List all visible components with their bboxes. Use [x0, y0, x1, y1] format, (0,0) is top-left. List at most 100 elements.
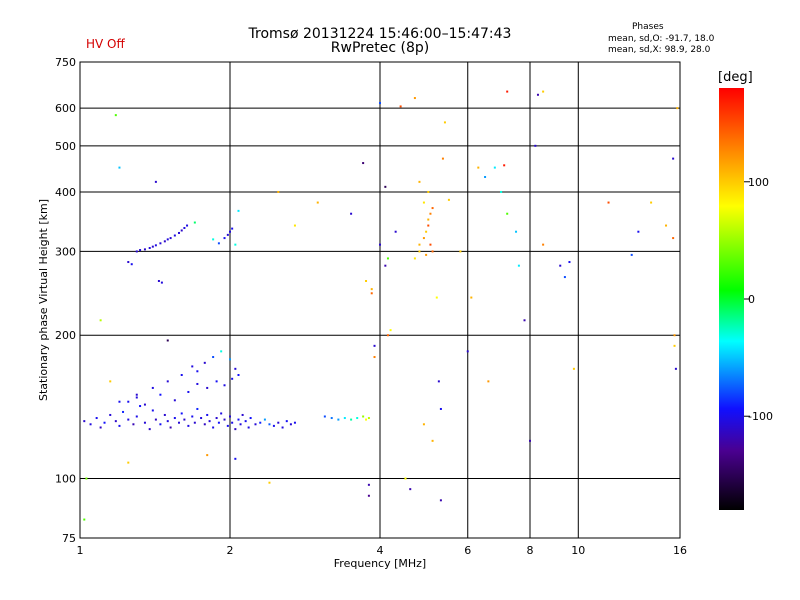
data-point: [139, 405, 142, 408]
x-tick-label: 1: [77, 544, 84, 557]
data-point: [289, 423, 292, 426]
data-point: [166, 238, 169, 241]
data-point: [215, 380, 218, 383]
data-point: [135, 393, 138, 396]
data-point: [418, 250, 421, 253]
data-point: [367, 417, 370, 420]
x-tick-label: 2: [227, 544, 234, 557]
data-point: [343, 417, 346, 420]
data-point: [247, 426, 250, 429]
data-point: [166, 380, 169, 383]
data-point: [673, 344, 676, 347]
data-point: [439, 499, 442, 502]
data-point: [223, 237, 226, 240]
x-axis-label: Frequency [MHz]: [334, 557, 426, 570]
data-point: [429, 243, 432, 246]
data-point: [394, 230, 397, 233]
x-tick-label: 6: [464, 544, 471, 557]
data-point: [226, 233, 229, 236]
data-point: [229, 230, 231, 233]
data-point: [180, 412, 183, 415]
data-point: [114, 420, 117, 423]
data-point: [187, 424, 190, 427]
data-point: [529, 439, 531, 442]
data-point: [484, 175, 487, 178]
data-point: [231, 377, 234, 380]
data-point: [572, 367, 575, 370]
data-point: [277, 421, 280, 424]
data-point: [180, 229, 183, 232]
data-point: [118, 400, 121, 403]
data-point: [673, 334, 676, 337]
data-point: [154, 418, 157, 421]
data-point: [196, 407, 199, 410]
data-point: [272, 424, 275, 427]
data-point: [220, 350, 223, 353]
data-point: [95, 417, 98, 420]
data-point: [151, 386, 154, 389]
chart-title: Tromsø 20131224 15:46:00–15:47:43: [248, 26, 512, 42]
data-point: [173, 417, 176, 420]
data-point: [386, 334, 389, 337]
data-point: [559, 264, 562, 267]
data-point: [154, 180, 157, 183]
data-point: [431, 250, 434, 253]
data-point: [234, 367, 237, 370]
data-point: [114, 114, 117, 117]
data-point: [367, 483, 370, 486]
data-point: [212, 356, 215, 359]
data-point: [143, 248, 146, 251]
y-tick-label: 300: [55, 245, 76, 258]
data-point: [127, 400, 130, 403]
data-point: [143, 421, 146, 424]
data-point: [443, 121, 446, 124]
data-point: [254, 423, 257, 426]
data-point: [83, 420, 86, 423]
data-point: [435, 296, 438, 299]
data-points: [83, 90, 679, 521]
data-point: [196, 370, 199, 373]
data-point: [249, 417, 252, 420]
data-point: [431, 439, 434, 442]
data-point: [542, 90, 545, 93]
data-point: [330, 417, 333, 420]
data-point: [206, 454, 209, 457]
data-point: [217, 242, 220, 245]
data-point: [83, 518, 86, 521]
data-point: [99, 426, 102, 429]
data-point: [437, 380, 440, 383]
data-point: [413, 97, 416, 100]
data-point: [183, 226, 186, 229]
chart-subtitle: RwPretec (8p): [330, 40, 430, 56]
data-point: [191, 365, 194, 368]
data-point: [409, 488, 412, 491]
data-point: [293, 224, 296, 227]
phases-x-stats: mean, sd,X: 98.9, 28.0: [608, 45, 711, 55]
data-point: [607, 201, 610, 204]
y-tick-label: 400: [55, 186, 76, 199]
data-point: [515, 230, 518, 233]
data-point: [187, 390, 190, 393]
data-point: [130, 263, 133, 266]
data-point: [234, 457, 237, 460]
data-point: [427, 224, 430, 227]
data-point: [135, 415, 138, 418]
colorbar-tick-label: -100: [748, 410, 773, 423]
data-point: [676, 107, 679, 110]
data-point: [427, 218, 430, 221]
data-point: [157, 280, 160, 283]
y-axis-ticks: 75 100 200 300 400 500 600 750: [55, 56, 76, 545]
data-point: [373, 344, 376, 347]
data-point: [173, 234, 176, 237]
data-point: [637, 230, 640, 233]
data-point: [237, 374, 240, 377]
data-point: [193, 221, 196, 224]
data-point: [85, 477, 88, 480]
data-point: [148, 247, 151, 250]
data-point: [200, 417, 203, 420]
data-point: [173, 399, 176, 402]
y-tick-label: 200: [55, 329, 76, 342]
data-point: [356, 417, 359, 420]
data-point: [367, 494, 370, 497]
phases-title: Phases: [632, 22, 664, 32]
